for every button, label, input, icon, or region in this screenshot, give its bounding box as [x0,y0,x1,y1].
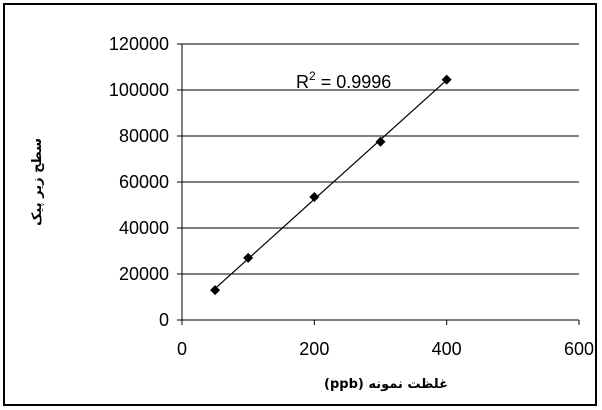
chart-frame [3,3,597,406]
data-point [375,136,386,147]
y-tick-label: 40000 [119,218,169,238]
trendline-path [214,79,448,290]
axes [177,43,580,325]
data-points [210,74,452,296]
x-tick-label: 400 [432,339,462,359]
r2-superscript: 2 [309,69,316,83]
r2-label: R [296,72,309,92]
x-tick-label: 200 [299,339,329,359]
data-point [441,74,452,85]
data-point [243,252,254,263]
y-axis-title: سطح زیر پیک [30,138,45,226]
x-tick-labels: 0 200 400 600 [177,339,594,359]
y-tick-label: 0 [159,310,169,330]
y-tick-label: 20000 [119,264,169,284]
trendline [214,79,448,290]
x-axis-title: غلظت نمونه (ppb) [324,377,448,392]
y-tick-labels: 0 20000 40000 60000 80000 100000 120000 [109,34,169,330]
r2-value: = 0.9996 [316,72,392,92]
y-tick-label: 60000 [119,172,169,192]
y-tick-label: 100000 [109,80,169,100]
y-tick-label: 120000 [109,34,169,54]
data-point [309,191,320,202]
gridlines [182,43,579,275]
r2-annotation: R2 = 0.9996 [296,69,391,92]
data-point [210,285,221,296]
x-tick-label: 0 [177,339,187,359]
x-tick-label: 600 [564,339,594,359]
y-tick-label: 80000 [119,126,169,146]
